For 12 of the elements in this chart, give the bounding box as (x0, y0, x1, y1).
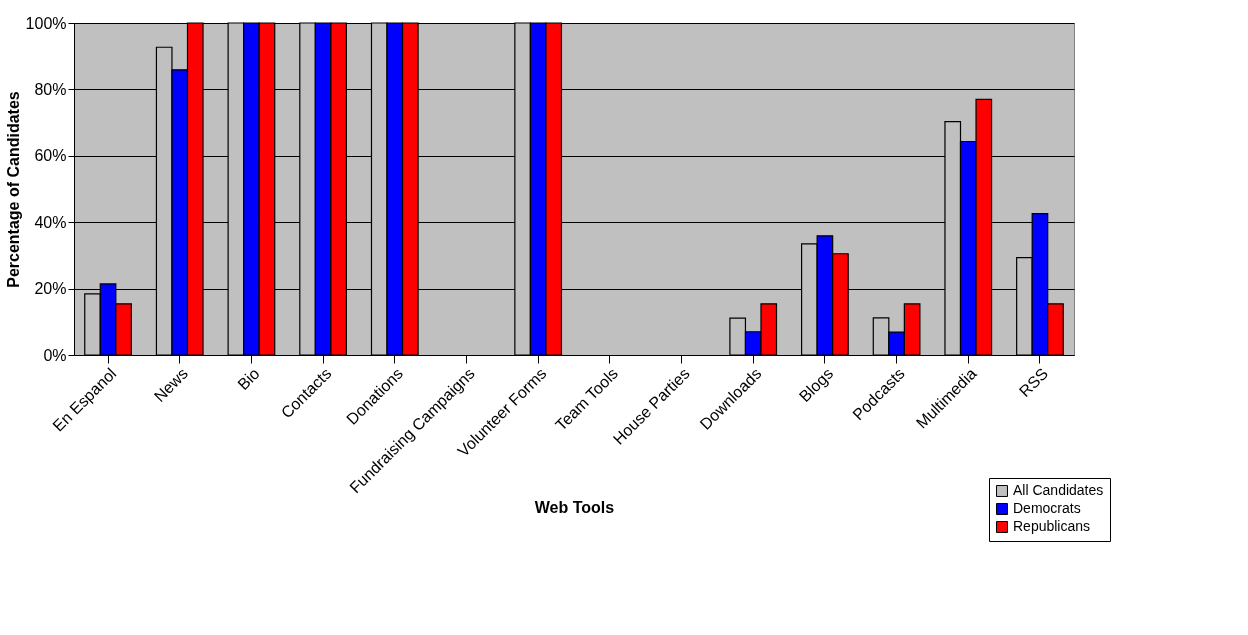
y-tick-label: 20% (34, 280, 67, 298)
legend-label: All Candidates (1013, 482, 1104, 498)
y-axis-title: Percentage of Candidates (4, 91, 22, 288)
y-tick-label: 40% (34, 213, 67, 231)
y-tick-label: 60% (34, 147, 67, 165)
y-tick-label: 100% (25, 14, 67, 32)
x-tick-label: Bio (234, 364, 263, 394)
legend-label: Democrats (1013, 500, 1081, 516)
legend-label: Republicans (1013, 518, 1091, 534)
y-tick-label: 0% (43, 346, 67, 364)
y-tick-label: 80% (34, 80, 67, 98)
x-axis-title: Web Tools (534, 499, 615, 517)
